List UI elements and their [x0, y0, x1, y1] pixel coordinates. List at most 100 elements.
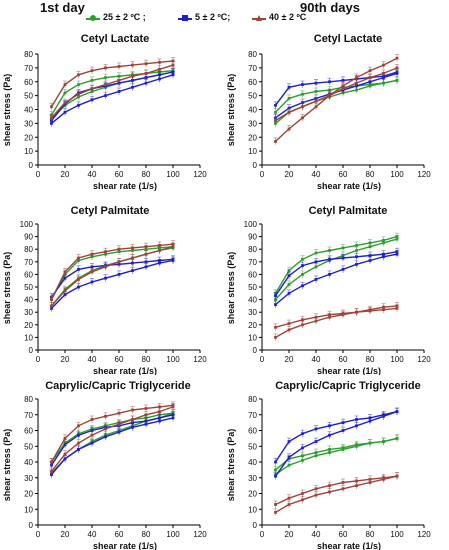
- data-point-5-2-c: [77, 433, 80, 437]
- data-point-40-2-c: [287, 496, 291, 500]
- data-point-25-2-c: [328, 88, 331, 92]
- data-point-25-2-c: [90, 78, 94, 82]
- y-tick-label: 20: [24, 490, 33, 499]
- data-point-5-2-c: [314, 81, 318, 85]
- data-point-40-2-c: [90, 270, 94, 274]
- chart-title: Cetyl Palmitate: [71, 205, 150, 217]
- chart-title: Cetyl Lactate: [314, 33, 382, 45]
- data-point-40-2-c: [131, 256, 134, 260]
- y-tick-label: 0: [253, 161, 258, 170]
- x-tick-label: 60: [115, 170, 124, 179]
- data-point-5-2-c: [131, 269, 134, 273]
- data-point-5-2-c: [131, 425, 134, 429]
- data-point-40-2-c: [144, 245, 148, 249]
- series-line-25-2-c: [50, 71, 174, 120]
- series-line-40-2-c: [50, 404, 174, 463]
- data-point-5-2-c: [368, 254, 372, 257]
- x-axis-label: shear rate (1/s): [317, 181, 381, 191]
- data-point-40-2-c: [274, 503, 277, 506]
- y-tick-label: 100: [244, 220, 258, 229]
- data-point-40-2-c: [144, 72, 148, 75]
- data-point-40-2-c: [77, 424, 80, 428]
- data-point-40-2-c: [117, 260, 121, 264]
- data-point-40-2-c: [131, 74, 134, 78]
- series-line-40-2-c: [50, 60, 174, 108]
- data-point-5-2-c: [77, 285, 80, 289]
- data-point-25-2-c: [287, 463, 291, 467]
- series-line-5-2-c: [274, 410, 398, 477]
- data-point-40-2-c: [77, 441, 80, 445]
- x-tick-label: 20: [61, 530, 70, 539]
- data-point-5-2-c: [301, 432, 304, 436]
- data-point-25-2-c: [382, 440, 385, 443]
- data-point-40-2-c: [104, 250, 107, 254]
- data-point-5-2-c: [158, 77, 161, 81]
- y-tick-label: 0: [29, 161, 34, 170]
- y-tick-label: 60: [248, 270, 257, 279]
- data-point-40-2-c: [382, 305, 385, 309]
- x-tick-label: 20: [285, 530, 294, 539]
- series-line-25-2-c: [275, 437, 398, 476]
- x-tick-label: 100: [166, 170, 180, 179]
- data-point-5-2-c: [341, 267, 345, 271]
- data-point-40-2-c: [395, 66, 399, 70]
- data-point-40-2-c: [171, 59, 175, 63]
- series-line-25-2-c: [50, 412, 174, 463]
- data-point-40-2-c: [287, 322, 291, 325]
- data-point-40-2-c: [355, 81, 358, 85]
- data-point-5-2-c: [301, 101, 304, 104]
- data-point-5-2-c: [328, 424, 331, 428]
- x-axis-label: shear rate (1/s): [317, 366, 381, 375]
- data-point-40-2-c: [368, 308, 372, 312]
- data-point-40-2-c: [90, 433, 94, 437]
- data-point-40-2-c: [77, 278, 80, 281]
- data-point-25-2-c: [301, 257, 304, 261]
- data-point-40-2-c: [158, 410, 161, 413]
- x-tick-label: 40: [88, 530, 97, 539]
- data-point-5-2-c: [144, 422, 148, 426]
- data-point-40-2-c: [144, 407, 148, 410]
- data-point-5-2-c: [144, 265, 148, 269]
- data-point-5-2-c: [341, 256, 345, 260]
- y-tick-label: 90: [24, 233, 33, 242]
- data-point-5-2-c: [158, 261, 161, 265]
- y-tick-label: 50: [24, 283, 33, 292]
- data-point-5-2-c: [341, 78, 345, 82]
- x-tick-label: 120: [417, 170, 431, 179]
- y-tick-label: 50: [248, 283, 257, 292]
- y-tick-label: 50: [248, 92, 257, 101]
- data-point-5-2-c: [131, 85, 134, 89]
- y-tick-label: 10: [24, 333, 33, 342]
- data-point-5-2-c: [287, 274, 291, 278]
- y-tick-label: 20: [24, 321, 33, 330]
- data-point-40-2-c: [131, 418, 134, 421]
- data-point-25-2-c: [314, 251, 318, 255]
- data-point-40-2-c: [314, 99, 318, 103]
- data-point-40-2-c: [287, 503, 291, 506]
- series-line-40-2-c: [275, 305, 398, 339]
- y-tick-label: 40: [248, 106, 257, 115]
- data-point-40-2-c: [90, 418, 94, 421]
- data-point-40-2-c: [104, 66, 107, 70]
- data-point-5-2-c: [287, 455, 291, 459]
- y-tick-label: 70: [24, 64, 33, 73]
- data-point-40-2-c: [355, 479, 358, 483]
- chart-title: Caprylic/Capric Triglyceride: [275, 380, 421, 392]
- circle-marker-icon: [90, 15, 96, 21]
- x-tick-label: 80: [366, 530, 375, 539]
- legend-label: 5 ± 2 ºC;: [195, 12, 231, 22]
- y-axis-label: shear stress (Pa): [226, 252, 236, 325]
- series-line-5-2-c: [274, 71, 398, 106]
- x-axis-label: shear rate (1/s): [93, 181, 157, 191]
- data-point-25-2-c: [274, 110, 277, 114]
- y-tick-label: 40: [248, 458, 257, 467]
- data-point-40-2-c: [301, 498, 304, 502]
- data-point-40-2-c: [63, 452, 67, 456]
- data-point-40-2-c: [382, 72, 385, 75]
- data-point-5-2-c: [368, 259, 372, 262]
- y-tick-label: 0: [253, 521, 258, 530]
- x-tick-label: 60: [115, 355, 124, 364]
- data-point-25-2-c: [382, 81, 385, 85]
- chart-cetyl-palmitate-day1: Cetyl Palmitate 0 20 40 60 80 100 120 0 10 20 30 40 5…: [2, 205, 207, 375]
- y-tick-label: 10: [248, 147, 257, 156]
